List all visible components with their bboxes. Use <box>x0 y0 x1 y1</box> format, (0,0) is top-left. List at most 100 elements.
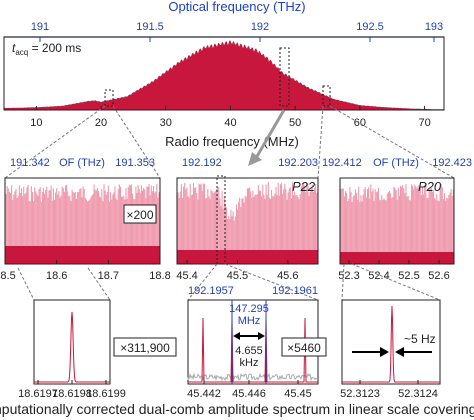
bottom1-spectrum <box>34 311 110 383</box>
guide-line <box>341 263 345 301</box>
tick-label: 52.5 <box>398 270 419 282</box>
tick-label: 18.5 <box>0 270 16 282</box>
tick-label: 45.6 <box>277 270 298 282</box>
bottom-axis-title: Radio frequency (MHz) <box>165 134 299 149</box>
of-unit-label: OF (THz) <box>59 157 105 169</box>
dark-base <box>177 250 318 264</box>
arrow-head-right <box>258 332 265 340</box>
mid3-spectrum <box>339 184 454 264</box>
guide-line <box>112 105 161 179</box>
tick-label: 52.6 <box>428 270 449 282</box>
arrow-head-left <box>380 347 389 357</box>
tick-label: 52.3124 <box>398 388 438 400</box>
zoom-box-mid2 <box>216 175 226 265</box>
arrow-head-right <box>395 347 404 357</box>
bottom3-ticks: 52.3123 52.3124 <box>340 380 438 400</box>
of-left-label: 192.1957 <box>188 285 234 297</box>
bottom3-frame <box>341 299 441 385</box>
arrow-head-left <box>233 332 240 340</box>
zoom-factor-label: ×200 <box>126 208 153 222</box>
tick-label: 60 <box>354 117 366 129</box>
tick-label: 70 <box>418 117 430 129</box>
peak-label: P22 <box>292 179 316 194</box>
bottom-axis-ticks: 10 20 30 40 50 60 70 <box>30 106 431 129</box>
bottom-panel-2: 192.1957 192.1961 147.295 MHz 4.655 kHz … <box>187 285 327 400</box>
tick-label: 191.5 <box>136 21 164 33</box>
marker-unit: MHz <box>238 315 261 327</box>
guide-line <box>329 105 455 179</box>
mid2-ticks: 45.4 45.5 45.6 <box>176 260 298 282</box>
zoom-factor-box <box>281 337 327 357</box>
of-right-label: 192.1961 <box>272 285 318 297</box>
dark-base <box>5 246 160 264</box>
mid2-spectrum <box>176 182 319 264</box>
tick-label: 52.4 <box>368 270 389 282</box>
mid-panel-3: 192.412 OF (THz) 192.423 P20 52.3 52.4 52.… <box>322 157 472 301</box>
dark-base <box>340 252 454 264</box>
mid3-frame <box>339 177 455 265</box>
tick-label: 45.446 <box>232 388 266 400</box>
tick-label: 18.6197 <box>18 388 58 400</box>
tick-label: 52.3123 <box>340 388 380 400</box>
zoom-box-1 <box>104 89 114 107</box>
zoom-arrow-head <box>248 152 262 166</box>
of-right-label: 192.423 <box>432 157 472 169</box>
mid-panel-1: 191.342 OF (THz) 191.353 18.518.618.718.… <box>0 157 171 282</box>
tick-label: 45.5 <box>227 270 248 282</box>
tick-label: 45.4 <box>176 270 197 282</box>
top-spectrum-area <box>4 40 444 110</box>
guide-line <box>4 105 106 179</box>
tick-label: 40 <box>224 117 236 129</box>
tick-label: 191 <box>31 21 49 33</box>
top-panel-frame <box>3 36 445 111</box>
zoom-factor-label: ×5460 <box>287 341 321 355</box>
zoom-arrow <box>254 109 286 159</box>
bottom3-spectrum <box>342 305 440 383</box>
bottom2-noise <box>187 372 318 382</box>
mid1-frame <box>4 177 161 265</box>
of-unit-label: OF (THz) <box>373 157 419 169</box>
guide-line <box>351 263 441 301</box>
zoom-factor-box <box>113 337 177 357</box>
tick-label: 45.45 <box>284 388 312 400</box>
of-right-label: 191.353 <box>115 157 155 169</box>
mid3-ticks: 52.3 52.4 52.5 52.6 <box>338 260 450 282</box>
mid1-spectrum <box>4 184 160 264</box>
mid2-frame <box>176 177 319 265</box>
acquisition-time-label: tacq = 200 ms <box>12 41 81 57</box>
figure-caption: nputationally corrected dual-comb amplit… <box>0 401 474 417</box>
tick-label: 18.6199 <box>86 388 126 400</box>
tick-label: 10 <box>30 117 42 129</box>
marker-value: 147.295 <box>229 303 269 315</box>
zoom-box-2 <box>279 47 290 107</box>
tick-label: 30 <box>160 117 172 129</box>
bottom-panel-3: ~5 Hz 52.3123 52.3124 <box>340 299 441 400</box>
tick-label: 18.6198 <box>52 388 92 400</box>
guide-line <box>187 263 218 301</box>
zoom-factor-label: ×311,900 <box>120 341 170 355</box>
tick-label: 192 <box>251 21 269 33</box>
guide-line <box>87 267 111 301</box>
mid1-ticks: 18.5 18.6 18.7 18.8 <box>0 260 171 282</box>
top-panel: Optical frequency (THz) 191 191.5 192 192.5… <box>3 0 455 179</box>
of-right-label: 192.203 <box>278 157 318 169</box>
tick-label: 18.8 <box>149 270 170 282</box>
tick-label: 50 <box>289 117 301 129</box>
tick-label: 193 <box>425 21 443 33</box>
peak-label: P20 <box>418 179 442 194</box>
width-label: ~5 Hz <box>404 332 436 346</box>
width-value: 4.655 <box>235 345 263 357</box>
tick-label: 20 <box>95 117 107 129</box>
guide-line <box>317 105 324 179</box>
bottom2-ticks: 45.442 45.446 45.45 <box>187 380 312 400</box>
width-unit: kHz <box>240 357 259 369</box>
tick-label: 18.7 <box>98 270 119 282</box>
tick-label: 18.6 <box>46 270 67 282</box>
of-left-label: 192.192 <box>182 157 222 169</box>
guide-line <box>17 267 35 301</box>
tick-label: 45.442 <box>187 388 221 400</box>
mid-panel-2: 192.192 192.203 P22 45.4 45.5 45.6 <box>176 157 319 301</box>
